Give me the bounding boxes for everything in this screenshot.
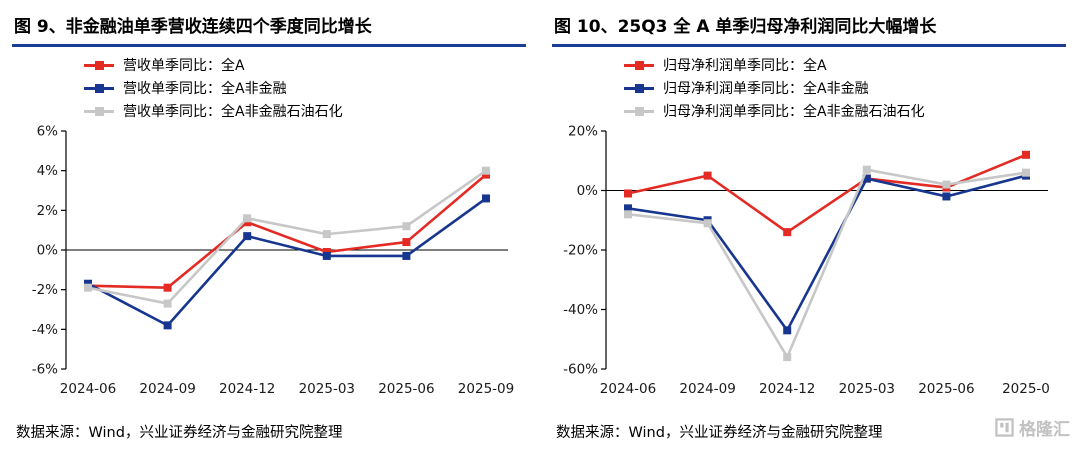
data-point-marker	[783, 326, 792, 335]
legend-marker-icon	[84, 60, 114, 70]
x-tick-label: 2024-06	[600, 381, 656, 397]
data-point-marker	[243, 214, 252, 223]
data-point-marker	[84, 283, 92, 292]
y-tick-label: 4%	[37, 163, 59, 179]
data-point-marker	[1022, 150, 1030, 159]
legend-marker-icon	[624, 60, 654, 70]
gelonghui-logo-icon	[995, 418, 1014, 437]
data-point-marker	[322, 230, 331, 239]
y-tick-label: -2%	[32, 282, 58, 298]
legend-item: 归母净利润单季同比：全A非金融	[624, 78, 1066, 98]
legend-label: 归母净利润单季同比：全A非金融石油石化	[663, 104, 925, 120]
data-point-marker	[402, 238, 411, 247]
figure-10-panel: 图 10、25Q3 全 A 单季归母净利润同比大幅增长 归母净利润单季同比：全A…	[552, 10, 1066, 444]
data-point-marker	[163, 321, 172, 330]
legend: 归母净利润单季同比：全A 归母净利润单季同比：全A非金融归母净利润单季同比：全A非…	[624, 55, 1066, 121]
y-tick-label: 6%	[37, 124, 59, 140]
legend-item: 营收单季同比：全A非金融石油石化	[84, 101, 526, 121]
data-point-marker	[322, 251, 331, 260]
series-line-2	[627, 168, 1027, 359]
y-tick-label: 0%	[577, 183, 599, 199]
x-tick-label: 2024-09	[139, 381, 195, 397]
data-point-marker	[402, 222, 411, 231]
series-line-0	[87, 173, 487, 289]
x-tick-label: 2025-0	[1002, 381, 1050, 397]
data-point-marker	[163, 283, 172, 292]
y-tick-label: -60%	[563, 362, 598, 378]
data-point-marker	[402, 251, 411, 260]
data-point-marker	[482, 166, 490, 175]
legend-item: 归母净利润单季同比：全A非金融石油石化	[624, 101, 1066, 121]
data-point-marker	[783, 228, 792, 237]
data-point-marker	[862, 174, 871, 183]
legend-item: 归母净利润单季同比：全A	[624, 55, 1066, 75]
y-tick-label: -6%	[32, 362, 58, 378]
data-point-marker	[243, 232, 252, 241]
data-point-marker	[624, 210, 632, 219]
gelonghui-watermark-text: 格隆汇	[1019, 420, 1070, 440]
figure-9-panel: 图 9、非金融油单季营收连续四个季度同比增长 营收单季同比：全A 营收单季同比：全…	[12, 10, 526, 444]
series-line-2	[87, 169, 487, 305]
legend: 营收单季同比：全A 营收单季同比：全A非金融营收单季同比：全A非金融石油石化	[84, 55, 526, 121]
series-line-1	[627, 174, 1027, 332]
plot-svg: 6% 4% 2% 0% -2% -4% -6%2024-06 2024-09 2024-12 20…	[32, 124, 515, 398]
figure-10-chart: 归母净利润单季同比：全A 归母净利润单季同比：全A非金融归母净利润单季同比：全A非…	[552, 47, 1066, 419]
figure-9-source: 数据来源：Wind，兴业证券经济与金融研究院整理	[16, 425, 343, 441]
legend-label: 归母净利润单季同比：全A	[663, 58, 827, 74]
y-tick-label: -20%	[563, 243, 598, 259]
legend-label: 营收单季同比：全A非金融	[123, 81, 287, 97]
data-point-marker	[703, 219, 712, 228]
legend-marker-icon	[624, 83, 654, 93]
legend-marker-icon	[624, 106, 654, 116]
gelonghui-watermark: 格隆汇	[995, 415, 1070, 440]
x-tick-label: 2024-12	[759, 381, 815, 397]
data-point-marker	[1022, 168, 1030, 177]
legend-item: 营收单季同比：全A	[84, 55, 526, 75]
y-tick-label: -40%	[563, 302, 598, 318]
x-tick-label: 2025-03	[839, 381, 895, 397]
legend-label: 营收单季同比：全A非金融石油石化	[123, 104, 343, 120]
y-tick-label: -4%	[32, 322, 58, 338]
legend-marker-icon	[84, 83, 114, 93]
x-tick-label: 2024-12	[219, 381, 275, 397]
legend-label: 营收单季同比：全A	[123, 58, 245, 74]
legend-marker-icon	[84, 106, 114, 116]
data-point-marker	[163, 299, 172, 308]
y-tick-label: 0%	[37, 243, 59, 259]
figure-9-chart: 营收单季同比：全A 营收单季同比：全A非金融营收单季同比：全A非金融石油石化 6% 4…	[12, 47, 526, 419]
data-point-marker	[942, 192, 951, 201]
x-tick-label: 2024-09	[679, 381, 735, 397]
data-point-marker	[942, 180, 951, 189]
data-point-marker	[624, 204, 632, 213]
data-point-marker	[703, 171, 712, 180]
plot-svg: 20% 0% -20% -40% -60%2024-06 2024-09 2024-12 20…	[563, 124, 1050, 398]
figure-10-title: 图 10、25Q3 全 A 单季归母净利润同比大幅增长	[552, 10, 1066, 47]
legend-item: 营收单季同比：全A非金融	[84, 78, 526, 98]
x-tick-label: 2025-09	[458, 381, 514, 397]
data-point-marker	[783, 353, 792, 362]
data-point-marker	[624, 189, 632, 198]
data-point-marker	[862, 165, 871, 174]
x-tick-label: 2025-03	[299, 381, 355, 397]
figure-9-title: 图 9、非金融油单季营收连续四个季度同比增长	[12, 10, 526, 47]
x-tick-label: 2025-06	[378, 381, 434, 397]
series-line-1	[87, 197, 487, 327]
legend-label: 归母净利润单季同比：全A非金融	[663, 81, 869, 97]
x-tick-label: 2025-06	[918, 381, 974, 397]
y-tick-label: 20%	[568, 124, 598, 140]
data-point-marker	[482, 194, 490, 203]
x-tick-label: 2024-06	[60, 381, 116, 397]
figure-10-source: 数据来源：Wind，兴业证券经济与金融研究院整理	[556, 425, 883, 441]
y-tick-label: 2%	[37, 203, 59, 219]
